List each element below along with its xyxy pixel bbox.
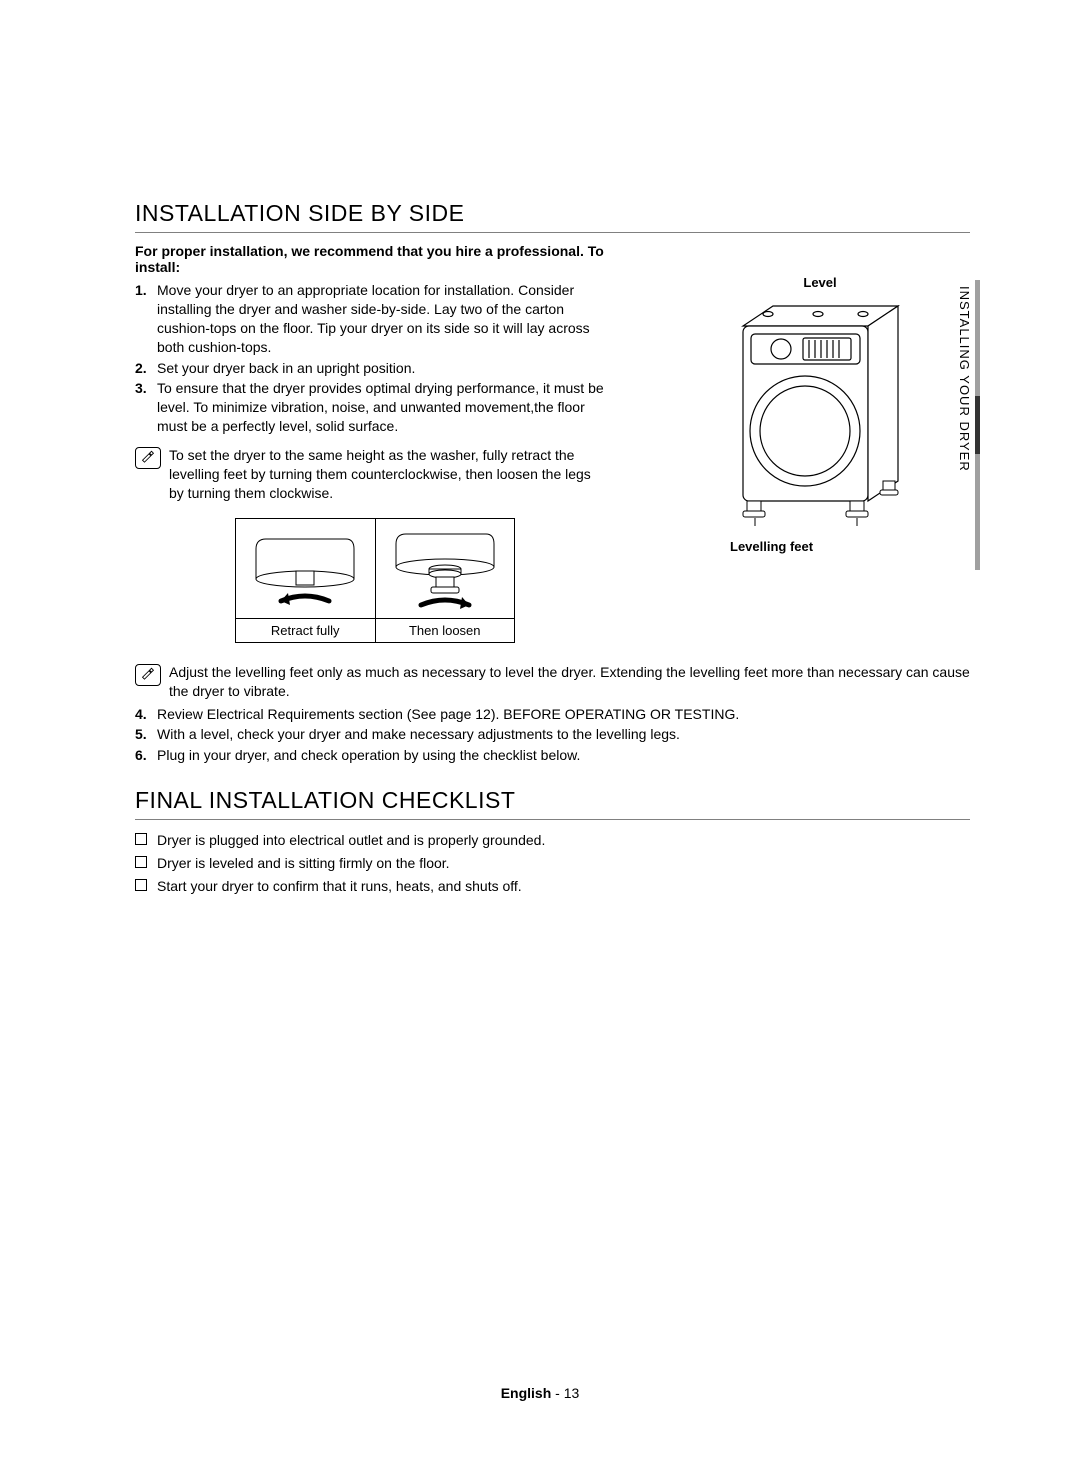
side-tab-indicator <box>975 396 980 454</box>
footer-sep: - <box>551 1385 563 1401</box>
dryer-illustration: Level <box>720 275 920 554</box>
step-text: Set your dryer back in an upright positi… <box>157 359 415 378</box>
step-num: 6. <box>135 746 157 765</box>
note-icon <box>135 664 161 686</box>
note-2-text: Adjust the levelling feet only as much a… <box>169 663 970 701</box>
checklist-item: Start your dryer to confirm that it runs… <box>157 876 522 897</box>
checkbox-icon <box>135 856 147 868</box>
heading-installation-side-by-side: INSTALLATION SIDE BY SIDE <box>135 200 970 233</box>
diagram-label-loosen: Then loosen <box>376 619 515 642</box>
checkbox-icon <box>135 879 147 891</box>
side-tab-label: INSTALLING YOUR DRYER <box>957 280 972 570</box>
footer-page-number: 13 <box>564 1385 580 1401</box>
page-footer: English - 13 <box>0 1385 1080 1401</box>
step-num: 5. <box>135 725 157 744</box>
note-1-text: To set the dryer to the same height as t… <box>169 446 605 503</box>
step-num: 3. <box>135 379 157 436</box>
levelling-feet-diagram: Retract fully Then loosen <box>235 518 515 643</box>
heading-final-checklist: FINAL INSTALLATION CHECKLIST <box>135 787 970 820</box>
note-icon <box>135 447 161 469</box>
diagram-label-retract: Retract fully <box>236 619 376 642</box>
steps-list-b: 4.Review Electrical Requirements section… <box>135 705 970 766</box>
step-num: 2. <box>135 359 157 378</box>
footer-language: English <box>501 1385 552 1401</box>
dryer-svg <box>733 296 908 526</box>
checkbox-icon <box>135 833 147 845</box>
step-num: 1. <box>135 281 157 357</box>
step-text: Move your dryer to an appropriate locati… <box>157 281 605 357</box>
note-2: Adjust the levelling feet only as much a… <box>135 663 970 701</box>
checklist-item: Dryer is plugged into electrical outlet … <box>157 830 545 851</box>
label-level: Level <box>720 275 920 290</box>
checklist-item: Dryer is leveled and is sitting firmly o… <box>157 853 450 874</box>
step-text: Plug in your dryer, and check operation … <box>157 746 580 765</box>
steps-list-a: 1.Move your dryer to an appropriate loca… <box>135 281 605 436</box>
checklist: Dryer is plugged into electrical outlet … <box>135 830 970 897</box>
step-num: 4. <box>135 705 157 724</box>
step-text: With a level, check your dryer and make … <box>157 725 680 744</box>
step-text: Review Electrical Requirements section (… <box>157 705 739 724</box>
manual-page: INSTALLATION SIDE BY SIDE For proper ins… <box>0 0 1080 1461</box>
intro-text: For proper installation, we recommend th… <box>135 243 605 275</box>
diagram-cell-loosen <box>376 519 515 618</box>
label-levelling-feet: Levelling feet <box>720 539 920 554</box>
diagram-cell-retract <box>236 519 376 618</box>
step-text: To ensure that the dryer provides optima… <box>157 379 605 436</box>
note-1: To set the dryer to the same height as t… <box>135 446 605 503</box>
